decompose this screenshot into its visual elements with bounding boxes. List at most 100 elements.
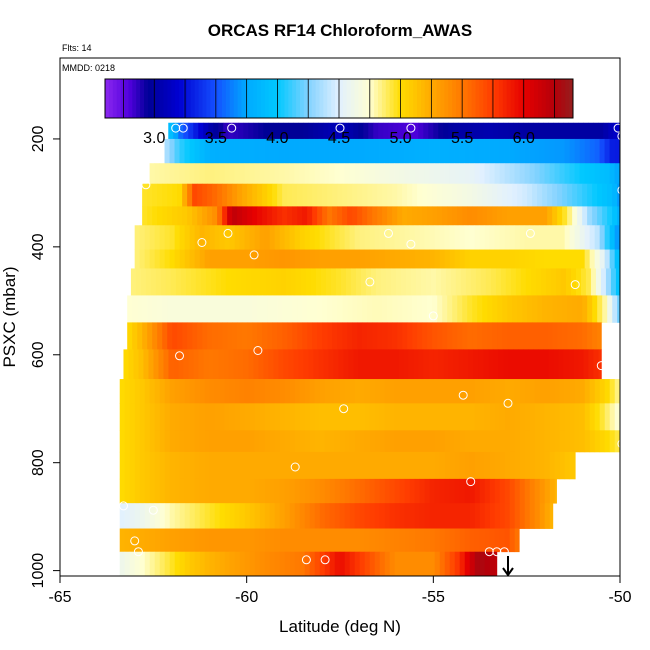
heatmap-cell (154, 451, 161, 480)
heatmap-cell (199, 379, 206, 404)
heatmap-cell (339, 451, 346, 480)
colorbar-segment (167, 79, 172, 118)
heatmap-cell (159, 249, 166, 269)
colorbar-segment (397, 79, 402, 118)
heatmap-cell (182, 322, 188, 350)
heatmap-cell (569, 138, 575, 164)
heatmap-cell (494, 478, 501, 504)
heatmap-cell (339, 551, 346, 577)
heatmap-cell (404, 403, 411, 431)
colorbar-segment (374, 79, 379, 118)
heatmap-cell (284, 478, 291, 504)
heatmap-cell (128, 349, 134, 380)
heatmap-cell (303, 122, 309, 140)
heatmap-cell (587, 183, 593, 207)
heatmap-cell (355, 268, 362, 296)
heatmap-cell (477, 295, 483, 323)
heatmap-cell (339, 403, 346, 431)
colorbar-segment (245, 79, 250, 118)
heatmap-cell (249, 478, 256, 504)
heatmap-cell (459, 430, 466, 453)
heatmap-cell (267, 183, 273, 207)
heatmap-cell (449, 478, 456, 504)
heatmap-cell (339, 528, 346, 553)
sample-marker (428, 311, 438, 321)
colorbar-segment (303, 79, 309, 118)
heatmap-cell (514, 503, 521, 529)
heatmap-cell (559, 163, 565, 185)
sample-marker (617, 185, 627, 195)
heatmap-cell (612, 183, 618, 207)
heatmap-cell (474, 225, 481, 250)
heatmap-cell (424, 551, 431, 577)
heatmap-cell (179, 478, 186, 504)
colorbar-segment (569, 79, 574, 118)
heatmap-cell (249, 138, 255, 164)
heatmap-cell (354, 163, 360, 185)
heatmap-cell (484, 138, 490, 164)
heatmap-cell (464, 451, 471, 480)
colorbar-segment (128, 79, 133, 118)
heatmap-cell (443, 122, 449, 140)
heatmap-cell (584, 379, 591, 404)
heatmap-cell (363, 349, 369, 380)
heatmap-cell (264, 249, 271, 269)
heatmap-cell (177, 206, 183, 226)
heatmap-cell (449, 430, 456, 453)
heatmap-cell (394, 528, 401, 553)
heatmap-cell (364, 551, 371, 577)
y-tick-label: 600 (30, 341, 47, 368)
heatmap-cell (174, 430, 181, 453)
heatmap-cell (254, 379, 261, 404)
heatmap-cell (239, 403, 246, 431)
heatmap-cell (294, 528, 301, 553)
heatmap-cell (479, 225, 486, 250)
heatmap-cell (264, 503, 271, 529)
heatmap-cell (344, 163, 350, 185)
heatmap-cell (124, 451, 131, 480)
heatmap-cell (544, 138, 550, 164)
heatmap-cell (219, 430, 226, 453)
heatmap-cell (359, 138, 365, 164)
heatmap-cell (144, 451, 151, 480)
heatmap-cell (177, 322, 183, 350)
heatmap-cell (387, 183, 393, 207)
heatmap-cell (359, 451, 366, 480)
heatmap-cell (232, 295, 238, 323)
heatmap-cell (283, 349, 289, 380)
heatmap-cell (444, 249, 451, 269)
heatmap-cell (474, 503, 481, 529)
heatmap-cell (528, 122, 534, 140)
heatmap-cell (528, 349, 534, 380)
heatmap-cell (199, 225, 206, 250)
heatmap-cell (577, 322, 583, 350)
heatmap-cell (529, 403, 536, 431)
heatmap-cell (584, 403, 591, 431)
heatmap-cell (469, 551, 476, 577)
heatmap-cell (479, 379, 486, 404)
heatmap-cell (512, 295, 518, 323)
heatmap-band (134, 225, 621, 250)
heatmap-cell (244, 249, 251, 269)
heatmap-cell (537, 295, 543, 323)
heatmap-cell (264, 379, 271, 404)
heatmap-cell (439, 403, 446, 431)
heatmap-cell (219, 403, 226, 431)
heatmap-cell (253, 122, 259, 140)
heatmap-cell (425, 268, 432, 296)
heatmap-cell (617, 295, 621, 323)
heatmap-cell (234, 551, 241, 577)
heatmap-cell (539, 249, 546, 269)
heatmap-cell (357, 322, 363, 350)
heatmap-cell (499, 138, 505, 164)
heatmap-cell (489, 503, 496, 529)
colorbar-segment (315, 79, 320, 118)
heatmap-cell (402, 322, 408, 350)
heatmap-cell (134, 430, 141, 453)
heatmap-cell (292, 322, 298, 350)
heatmap-cell (319, 478, 326, 504)
heatmap-cell (422, 295, 428, 323)
heatmap-cell (210, 268, 217, 296)
heatmap-cell (455, 268, 462, 296)
heatmap-cell (364, 403, 371, 431)
